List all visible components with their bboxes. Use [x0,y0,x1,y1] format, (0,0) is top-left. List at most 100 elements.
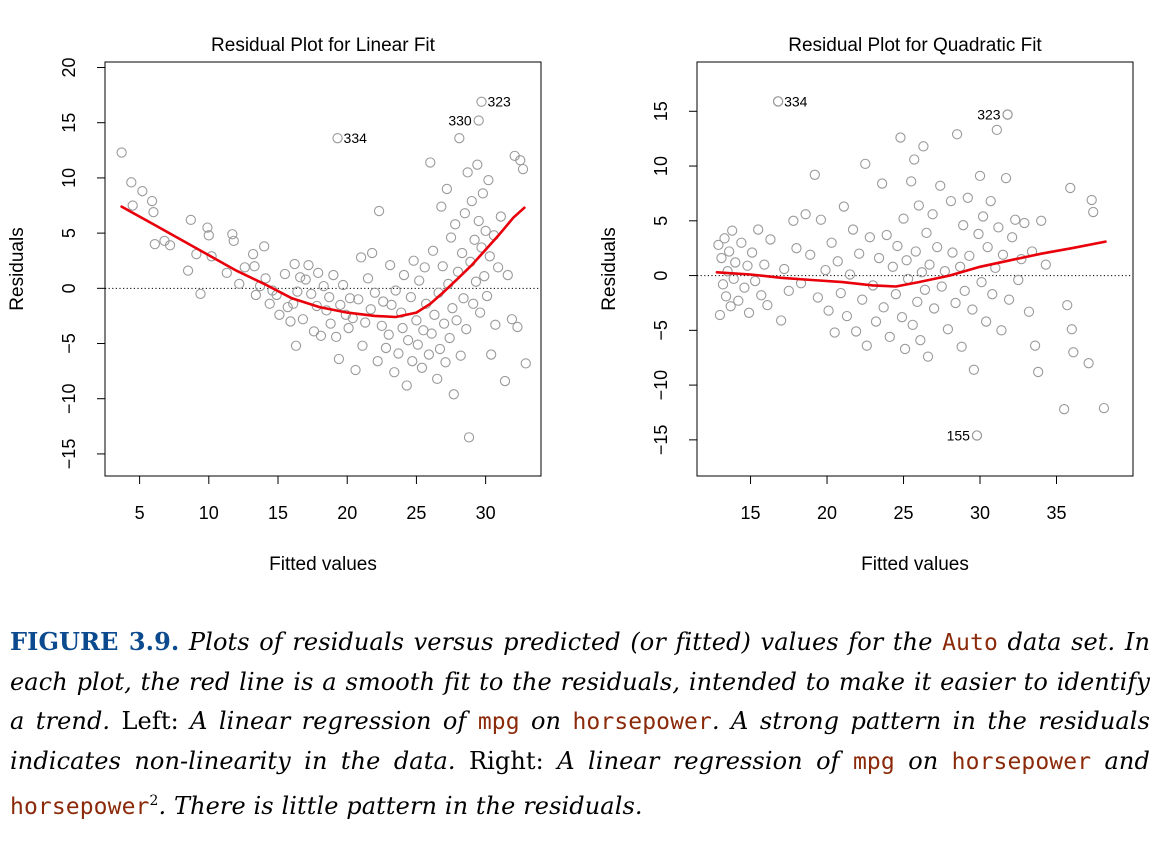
residual-point [899,343,911,355]
residual-point [987,289,998,300]
residual-point [416,362,428,373]
x-tick-label: 30 [970,503,990,523]
residual-point [1098,402,1110,414]
residual-point [1083,358,1094,369]
residual-point [765,234,776,245]
residual-point [835,287,846,299]
residual-point [881,229,892,241]
residual-points [713,96,1110,441]
residual-point [434,343,446,355]
residual-point [249,261,260,272]
residual-point [441,183,453,195]
residual-point [325,318,336,329]
residual-point [730,257,741,268]
residual-point [456,247,468,259]
outlier-label: 323 [487,94,511,110]
residual-point [1019,217,1030,229]
residual-point [372,356,383,367]
residual-point [333,353,345,365]
smooth-fit-line [120,205,526,319]
residual-point [195,288,206,299]
residual-point [996,325,1007,336]
residual-point [411,315,422,326]
residual-point [386,299,397,311]
outlier-label: 334 [784,93,808,109]
residual-point [401,380,412,391]
residual-point [779,263,790,275]
residual-point [499,375,511,387]
residual-point [723,246,735,257]
outlier-point [971,430,983,441]
residual-point [857,294,868,305]
residual-point [295,272,306,283]
residual-point [306,288,317,299]
residual-point [438,318,450,329]
residual-point [928,303,940,314]
residual-point [1036,215,1047,226]
residual-point [517,163,529,175]
residual-point [389,367,400,378]
residual-point [958,220,969,231]
residual-point [495,211,507,222]
residual-point [440,357,451,368]
residual-point [832,256,843,267]
x-tick-label: 30 [476,503,496,523]
residual-point [985,195,996,207]
residual-point [826,237,837,248]
residual-point [1040,259,1051,270]
figure-caption: FIGURE 3.9. Plots of residuals versus pr… [10,622,1150,827]
residual-point [864,232,876,243]
residual-point [185,214,196,226]
residual-point [520,358,531,369]
residual-point [324,292,335,303]
residual-point [854,248,865,259]
y-tick-label: −5 [651,320,671,341]
residual-point [116,147,127,158]
caption-text-2: data set. In each plot, the red line is … [10,628,1150,735]
residual-point [414,275,425,286]
y-tick-label: 20 [59,58,79,78]
outlier-point [332,133,343,144]
caption-text-4: on [519,707,573,735]
residual-point [260,273,271,284]
residual-point [870,316,882,327]
residual-point [725,301,736,312]
residual-point [451,315,462,326]
residual-point [746,247,758,258]
residual-point [861,340,872,351]
residual-point [282,301,293,313]
residual-point [907,319,918,331]
plot-frame [104,61,542,477]
residual-point [1006,232,1018,243]
residual-point [954,261,966,272]
residual-point [366,247,378,259]
residual-point [887,261,898,272]
residual-point [841,310,853,322]
residual-point [337,279,349,291]
residual-point [355,252,367,263]
residual-point [1068,347,1079,358]
residual-point [292,286,303,297]
residual-point [962,192,973,203]
residual-point [743,307,755,318]
residual-point [308,326,320,337]
residual-point [490,319,501,330]
plot-panel-1: Residual Plot for Linear Fit Fitted value… [7,35,542,575]
residual-point [1013,274,1024,286]
caption-text-7: on [894,747,952,775]
y-tick-label: 0 [59,283,79,293]
residual-point [459,208,471,219]
residual-point [739,282,750,293]
residual-point [239,262,250,273]
residual-point [492,262,504,273]
x-tick-label: 5 [135,503,145,523]
residual-point [844,269,856,280]
residual-point [473,215,484,227]
residual-point [164,240,176,251]
y-tick-label: 0 [651,271,671,281]
residual-point [468,298,479,309]
residual-point [921,227,932,239]
residual-point [950,297,961,309]
residual-point [722,266,733,277]
residual-point [909,154,920,165]
